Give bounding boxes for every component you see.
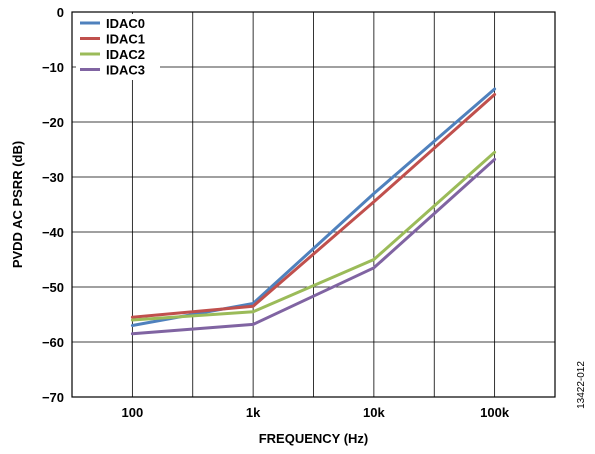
y-axis-title: PVDD AC PSRR (dB) — [10, 141, 25, 268]
series-line-idac2 — [130, 150, 497, 322]
y-tick-label: −40 — [42, 225, 64, 240]
x-tick-label: 10k — [363, 405, 385, 420]
x-axis-title: FREQUENCY (Hz) — [259, 431, 369, 446]
y-tick-label: −60 — [42, 335, 64, 350]
figure-id-label: 13422-012 — [576, 361, 587, 409]
legend-label-idac3: IDAC3 — [106, 63, 145, 78]
legend-label-idac2: IDAC2 — [106, 47, 145, 62]
y-tick-label: −10 — [42, 60, 64, 75]
y-tick-label: 0 — [57, 5, 64, 20]
x-tick-label: 1k — [246, 405, 261, 420]
y-tick-label: −20 — [42, 115, 64, 130]
y-tick-label: −30 — [42, 170, 64, 185]
plot-area-frame — [71, 11, 556, 398]
series-line-idac1 — [130, 93, 497, 319]
legend-label-idac1: IDAC1 — [106, 32, 145, 47]
y-tick-label: −70 — [42, 390, 64, 405]
series-lines — [130, 87, 497, 336]
y-axis-tick-labels: 0 −10 −20 −30 −40 −50 −60 −70 — [42, 5, 64, 405]
x-tick-label: 100 — [122, 405, 144, 420]
x-axis-tick-labels: 100 1k 10k 100k — [122, 405, 510, 420]
series-line-idac3 — [130, 157, 497, 336]
y-tick-label: −50 — [42, 280, 64, 295]
x-tick-label: 100k — [480, 405, 510, 420]
legend-label-idac0: IDAC0 — [106, 16, 145, 31]
